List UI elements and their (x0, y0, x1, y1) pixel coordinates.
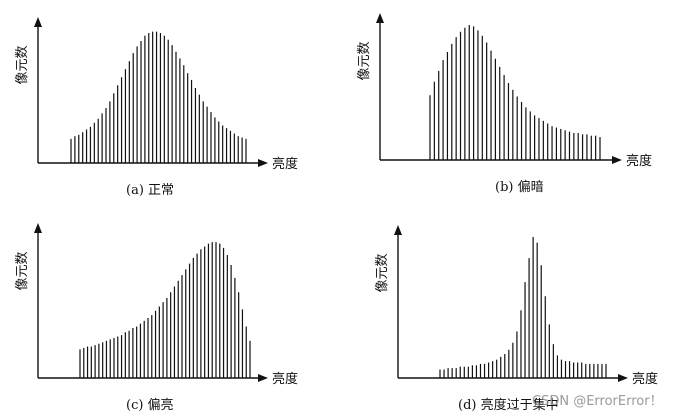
histogram-normal: 像元数亮度 (a) 正常 (15, 5, 328, 200)
x-axis-label: 亮度 (632, 371, 658, 387)
x-axis-label: 亮度 (272, 156, 298, 172)
chart-caption: (d) 亮度过于集中 (458, 398, 559, 413)
chart-caption: (b) 偏暗 (495, 180, 544, 195)
y-axis-arrow (34, 223, 42, 233)
y-axis-label: 像元数 (375, 253, 390, 292)
chart-caption: (a) 正常 (126, 183, 175, 198)
y-axis-label: 像元数 (15, 251, 30, 290)
x-axis-arrow (612, 156, 622, 164)
x-axis-label: 亮度 (272, 371, 298, 387)
y-axis-arrow (34, 17, 42, 27)
histogram-concentrated: 像元数亮度 (d) 亮度过于集中 (360, 215, 670, 413)
y-axis-arrow (394, 225, 402, 235)
x-axis-arrow (258, 159, 268, 167)
x-axis-arrow (258, 374, 268, 382)
y-axis-label: 像元数 (357, 41, 372, 80)
chart-caption: (c) 偏亮 (126, 398, 174, 413)
histogram-dark: 像元数亮度 (b) 偏暗 (357, 5, 670, 200)
y-axis-label: 像元数 (15, 45, 30, 84)
x-axis-label: 亮度 (626, 153, 652, 169)
histogram-bright: 像元数亮度 (c) 偏亮 (15, 215, 328, 413)
y-axis-arrow (376, 13, 384, 23)
watermark-text: CSDN @ErrorError！ (532, 394, 663, 409)
x-axis-arrow (618, 374, 628, 382)
